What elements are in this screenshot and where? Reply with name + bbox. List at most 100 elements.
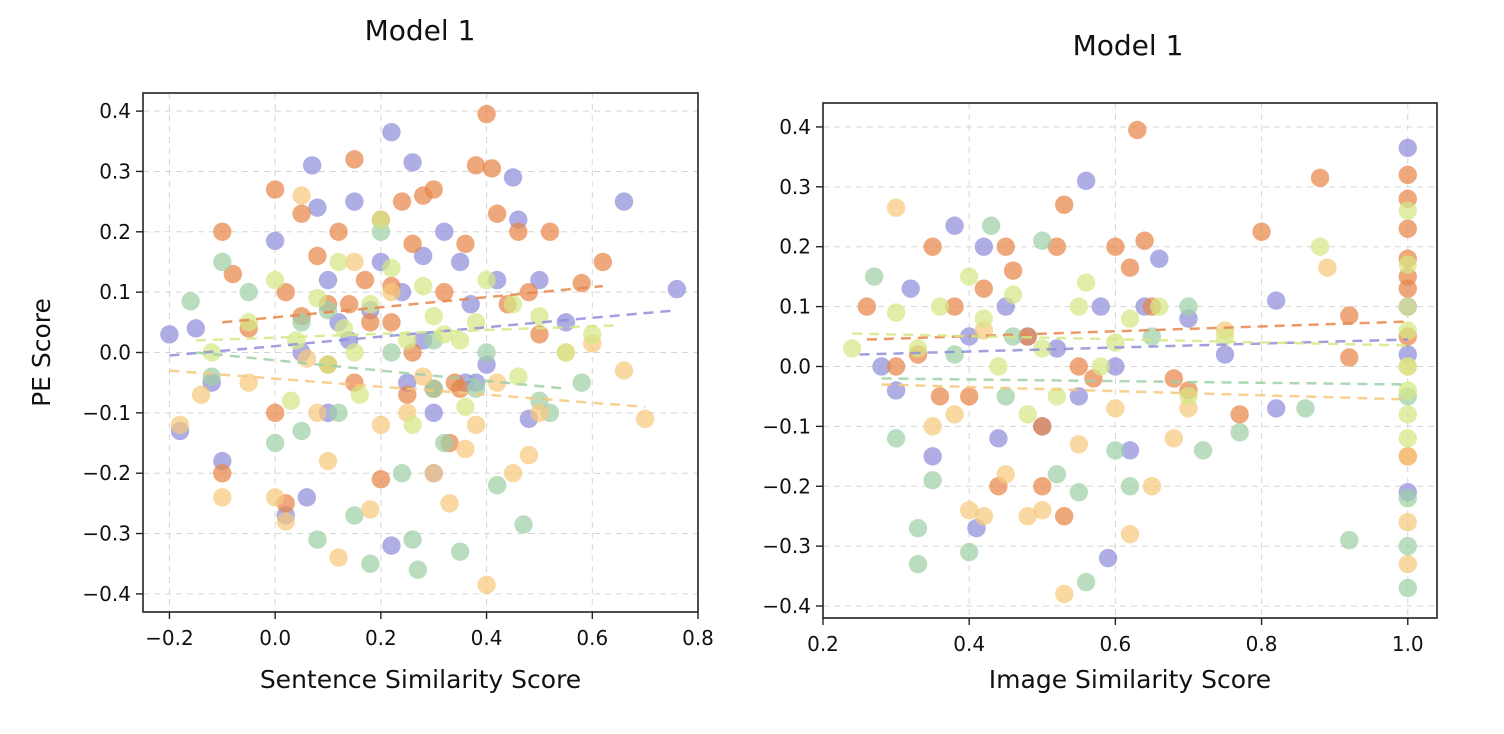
scatter-point: [530, 270, 549, 290]
scatter-point: [482, 159, 502, 178]
scatter-point: [440, 494, 459, 513]
scatter-point: [318, 355, 338, 374]
scatter-point: [456, 397, 475, 417]
scatter-point: [191, 385, 211, 404]
scatter-point: [371, 210, 391, 229]
scatter-point: [843, 339, 862, 358]
left-scatter-panel: −0.2 0.0 0.2 0.4 0.6 0.8 −0.4 −0.3 −0.2 −0.1 0.0 0.…: [27, 14, 714, 694]
scatter-point: [1164, 369, 1184, 388]
scatter-point: [1398, 138, 1417, 158]
scatter-point: [292, 186, 311, 205]
x-tick-label: 0.0: [259, 626, 291, 650]
scatter-point: [1266, 399, 1286, 418]
scatter-point: [424, 379, 443, 398]
scatter-point: [487, 204, 507, 223]
scatter-point: [1018, 506, 1037, 526]
scatter-point: [1003, 261, 1023, 280]
scatter-point: [540, 222, 560, 242]
scatter-point: [239, 282, 258, 302]
scatter-point: [361, 500, 380, 519]
scatter-point: [1398, 405, 1417, 424]
scatter-point: [1230, 405, 1249, 424]
scatter-point: [930, 297, 950, 316]
scatter-point: [1047, 237, 1067, 256]
scatter-point: [974, 279, 994, 298]
scatter-point: [181, 292, 200, 311]
scatter-point: [886, 303, 906, 322]
scatter-point: [276, 512, 295, 531]
scatter-point: [1120, 309, 1140, 328]
scatter-point: [959, 501, 979, 520]
trend-line: [222, 284, 603, 324]
y-tick-label: 0.0: [99, 341, 131, 365]
scatter-point: [1098, 548, 1118, 568]
scatter-point: [477, 104, 496, 124]
scatter-point: [503, 295, 523, 314]
scatter-point: [1033, 339, 1052, 358]
scatter-point: [1150, 249, 1169, 268]
right-scatter-panel: 0.2 0.4 0.6 0.8 1.0 −0.4 −0.3 −0.2 −0.1 0.0 0.1 0.2…: [762, 29, 1438, 694]
scatter-point: [265, 488, 285, 507]
scatter-point: [382, 258, 401, 278]
scatter-point: [1120, 258, 1140, 277]
scatter-point: [1047, 465, 1067, 484]
scatter-point: [1076, 171, 1096, 191]
scatter-point: [392, 463, 412, 483]
scatter-point: [371, 415, 391, 435]
scatter-point: [923, 417, 942, 436]
scatter-point: [213, 222, 232, 242]
scatter-point: [530, 403, 549, 423]
scatter-point: [556, 343, 576, 362]
x-tick-label: 0.6: [1099, 632, 1131, 656]
scatter-point: [239, 313, 258, 332]
scatter-point: [901, 279, 920, 298]
scatter-point: [1106, 237, 1125, 256]
scatter-point: [213, 463, 232, 483]
scatter-point: [213, 488, 232, 507]
scatter-point: [509, 222, 528, 242]
scatter-point: [329, 222, 348, 242]
scatter-point: [1128, 120, 1147, 140]
scatter-point: [1318, 258, 1337, 277]
scatter-point: [1398, 165, 1417, 185]
scatter-point: [477, 270, 496, 290]
scatter-point: [1135, 231, 1154, 250]
scatter-point: [583, 325, 602, 344]
x-axis-label: Sentence Similarity Score: [260, 665, 581, 694]
scatter-point: [350, 385, 369, 404]
plot-frame: [822, 102, 1438, 619]
scatter-point: [635, 409, 655, 429]
scatter-point: [413, 246, 433, 266]
scatter-point: [450, 331, 470, 350]
scatter-point: [292, 421, 311, 441]
scatter-point: [981, 216, 1001, 235]
scatter-point: [1398, 297, 1417, 316]
x-tick-label: 0.6: [576, 626, 608, 650]
trend-line: [195, 324, 619, 342]
scatter-point: [308, 246, 327, 266]
scatter-point: [974, 309, 994, 328]
scatter-point: [996, 237, 1015, 256]
scatter-point: [435, 433, 454, 453]
scatter-point: [398, 331, 417, 350]
scatter-point: [392, 192, 412, 211]
scatter-point: [1091, 357, 1110, 376]
scatter-point: [614, 192, 634, 211]
scatter-point: [424, 463, 443, 483]
scatter-point: [292, 204, 311, 223]
chart-title: Model 1: [1073, 29, 1184, 62]
y-tick-label: 0.0: [779, 354, 811, 378]
scatter-point: [186, 319, 206, 338]
scatter-point: [503, 463, 523, 483]
trend-line: [852, 332, 1408, 347]
scatter-point: [1179, 387, 1198, 406]
scatter-point: [466, 156, 486, 175]
scatter-point: [1340, 530, 1359, 550]
scatter-point: [1398, 279, 1417, 298]
scatter-point: [371, 470, 391, 489]
scatter-point: [382, 313, 401, 332]
y-tick-label: −0.3: [762, 534, 811, 558]
scatter-point: [450, 379, 470, 398]
scatter-point: [318, 451, 338, 471]
y-tick-label: 0.2: [99, 220, 131, 244]
